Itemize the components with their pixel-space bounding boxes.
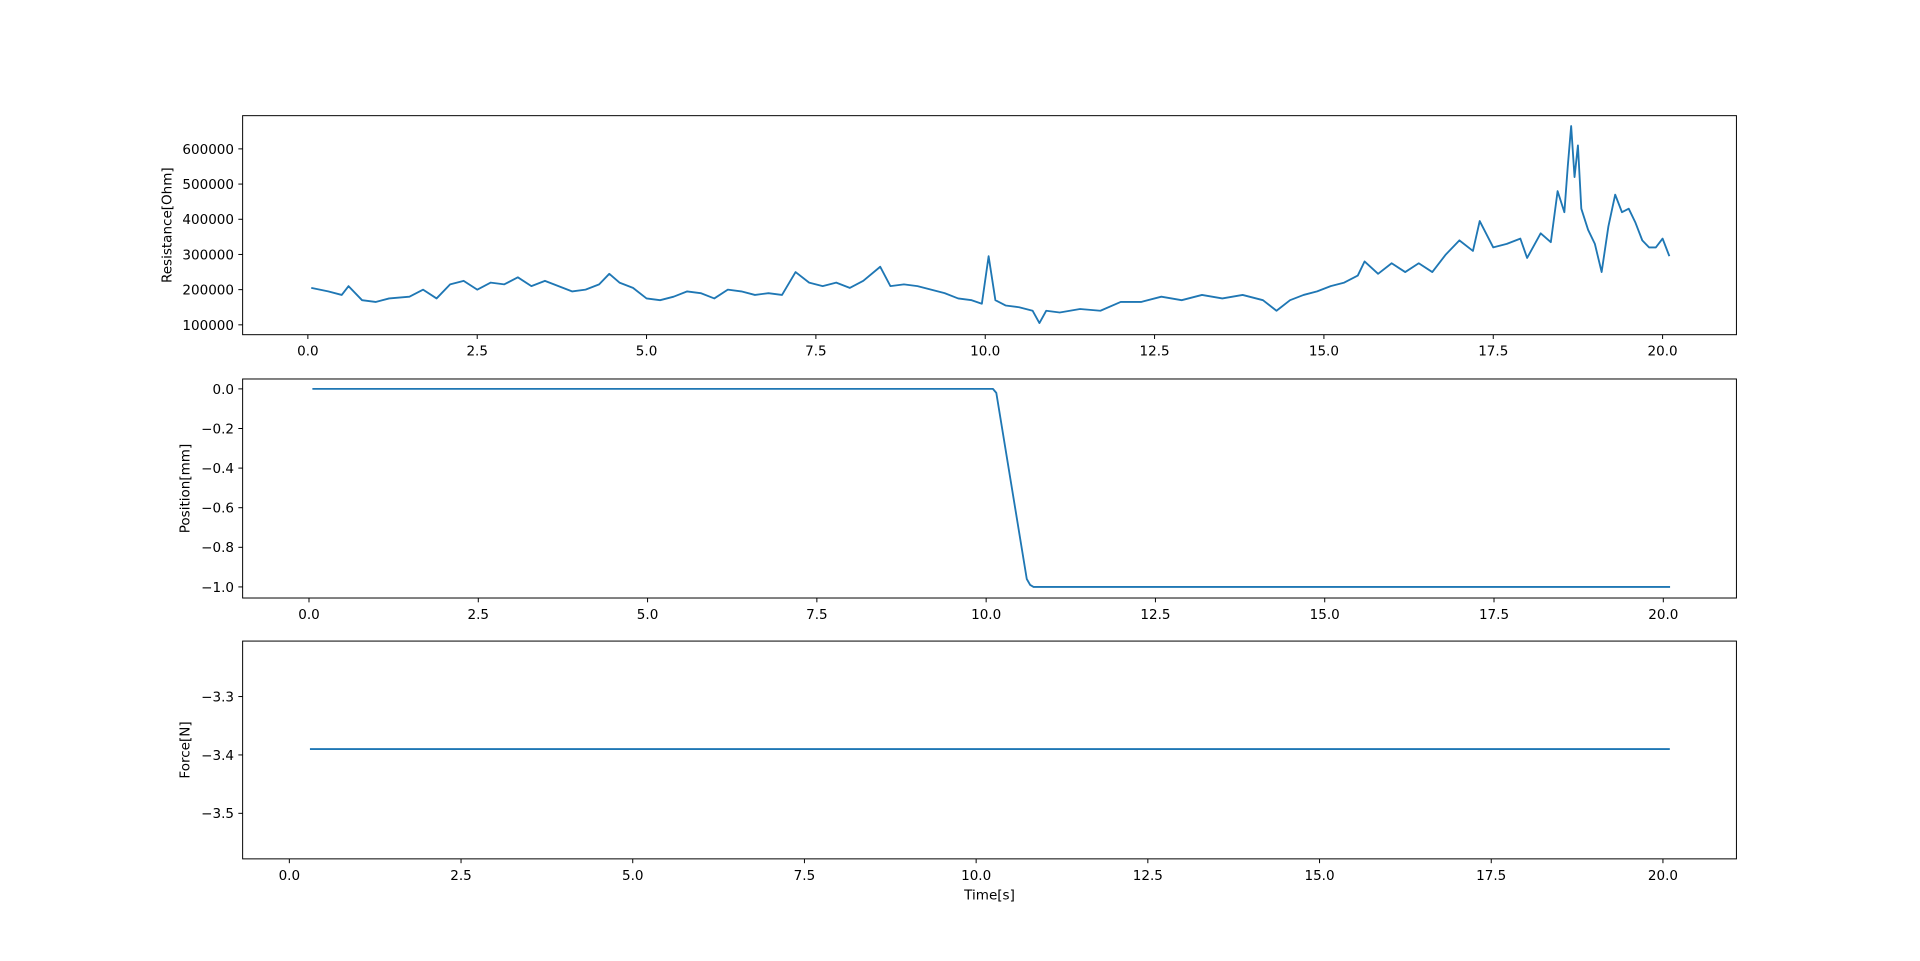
y-tick-label: −0.2	[201, 421, 234, 437]
axes-frame	[242, 640, 1737, 860]
y-tick-label: −3.3	[201, 689, 234, 705]
x-tick-label: 0.0	[279, 868, 301, 884]
x-tick-label: 2.5	[468, 607, 490, 623]
x-axis-label: Time[s]	[963, 887, 1015, 903]
x-tick-label: 10.0	[971, 607, 1001, 623]
y-tick-label: 300000	[182, 247, 234, 263]
y-axis-label: Position[mm]	[178, 444, 194, 534]
x-tick-label: 20.0	[1648, 868, 1678, 884]
y-tick-label: −3.4	[201, 748, 234, 764]
x-tick-label: 0.0	[298, 607, 320, 623]
x-tick-label: 20.0	[1648, 344, 1678, 360]
y-tick-label: 400000	[182, 212, 234, 228]
y-tick-label: 200000	[182, 283, 234, 299]
x-tick-label: 12.5	[1140, 344, 1170, 360]
x-tick-label: 12.5	[1133, 868, 1163, 884]
x-tick-label: 0.0	[297, 344, 319, 360]
x-tick-label: 5.0	[622, 868, 643, 884]
x-tick-label: 2.5	[450, 868, 471, 884]
x-tick-label: 15.0	[1304, 868, 1334, 884]
x-tick-label: 17.5	[1479, 607, 1509, 623]
x-tick-label: 10.0	[961, 868, 991, 884]
y-tick-label: −0.6	[201, 501, 234, 517]
y-tick-label: 600000	[182, 142, 234, 158]
data-line	[312, 387, 1671, 588]
y-tick-label: −1.0	[201, 580, 234, 596]
x-tick-label: 15.0	[1309, 344, 1339, 360]
y-axis-label: Resistance[Ohm]	[159, 167, 175, 283]
data-line	[311, 125, 1671, 324]
x-tick-label: 7.5	[806, 607, 828, 623]
x-tick-label: 5.0	[636, 344, 658, 360]
y-axis-label: Force[N]	[178, 721, 194, 778]
y-tick-label: −3.5	[201, 806, 234, 822]
x-tick-label: 10.0	[970, 344, 1000, 360]
x-tick-label: 12.5	[1140, 607, 1170, 623]
y-tick-label: 500000	[182, 177, 234, 193]
x-tick-label: 2.5	[466, 344, 487, 360]
x-tick-label: 15.0	[1310, 607, 1340, 623]
x-tick-label: 17.5	[1476, 868, 1506, 884]
x-tick-label: 20.0	[1648, 607, 1678, 623]
x-tick-label: 17.5	[1478, 344, 1508, 360]
y-tick-label: 100000	[182, 318, 234, 334]
x-tick-label: 7.5	[805, 344, 827, 360]
x-tick-label: 7.5	[794, 868, 816, 884]
axes-frame	[242, 115, 1737, 336]
y-tick-label: −0.4	[201, 461, 234, 477]
y-tick-label: −0.8	[201, 540, 234, 556]
x-tick-label: 5.0	[637, 607, 659, 623]
axes-frame	[242, 378, 1737, 599]
y-tick-label: 0.0	[213, 382, 235, 398]
